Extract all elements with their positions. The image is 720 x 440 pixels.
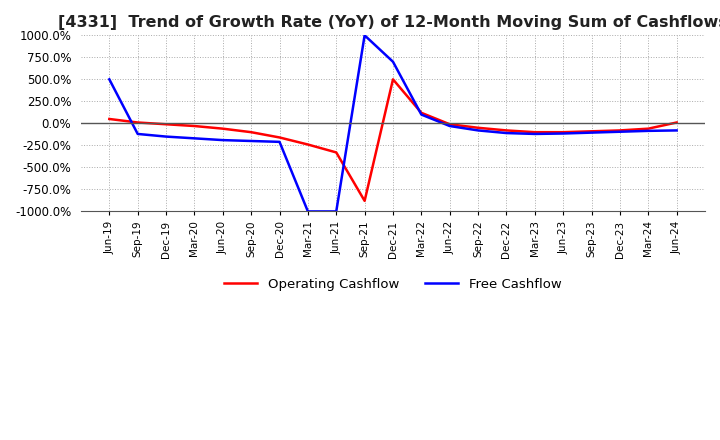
Free Cashflow [474,128,482,133]
Legend: Operating Cashflow, Free Cashflow: Operating Cashflow, Free Cashflow [219,273,567,297]
Operating Cashflow [190,123,199,128]
Operating Cashflow [218,126,227,131]
Operating Cashflow [502,128,510,133]
Free Cashflow [304,209,312,214]
Operating Cashflow [162,121,171,127]
Operating Cashflow [531,129,539,135]
Operating Cashflow [644,126,652,131]
Free Cashflow [588,130,596,135]
Operating Cashflow [672,120,681,125]
Operating Cashflow [275,135,284,140]
Free Cashflow [644,128,652,133]
Title: [4331]  Trend of Growth Rate (YoY) of 12-Month Moving Sum of Cashflows: [4331] Trend of Growth Rate (YoY) of 12-… [58,15,720,30]
Free Cashflow [559,131,567,136]
Operating Cashflow [247,129,256,135]
Free Cashflow [247,138,256,143]
Operating Cashflow [446,121,454,127]
Free Cashflow [133,131,142,136]
Line: Operating Cashflow: Operating Cashflow [109,79,677,201]
Operating Cashflow [105,116,114,121]
Operating Cashflow [588,128,596,134]
Free Cashflow [389,59,397,64]
Free Cashflow [616,129,624,134]
Operating Cashflow [360,198,369,203]
Free Cashflow [360,33,369,38]
Operating Cashflow [474,125,482,130]
Free Cashflow [105,77,114,82]
Line: Free Cashflow: Free Cashflow [109,35,677,212]
Operating Cashflow [332,150,341,155]
Free Cashflow [446,123,454,128]
Free Cashflow [332,209,341,214]
Operating Cashflow [559,129,567,135]
Operating Cashflow [616,128,624,133]
Free Cashflow [162,134,171,139]
Free Cashflow [502,130,510,136]
Free Cashflow [275,139,284,144]
Free Cashflow [417,112,426,117]
Free Cashflow [190,136,199,141]
Operating Cashflow [304,142,312,147]
Operating Cashflow [389,77,397,82]
Free Cashflow [531,131,539,136]
Operating Cashflow [417,110,426,115]
Operating Cashflow [133,120,142,125]
Free Cashflow [218,137,227,143]
Free Cashflow [672,128,681,133]
